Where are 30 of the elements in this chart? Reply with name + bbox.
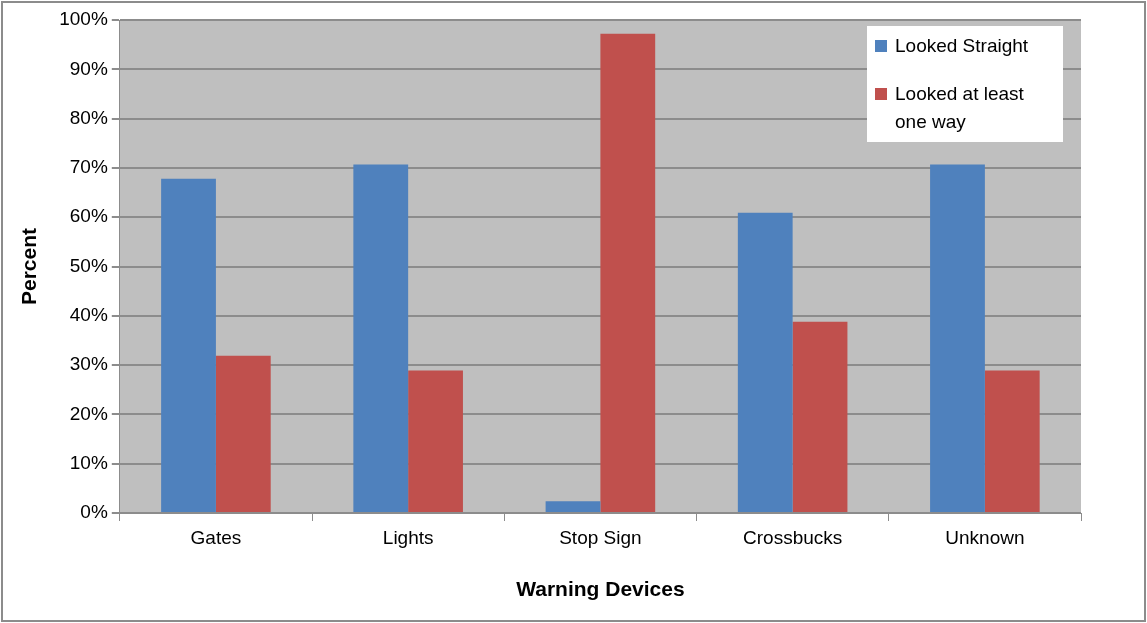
bar	[545, 501, 601, 512]
y-tick-label: 70%	[69, 156, 108, 178]
y-tick-label: 20%	[69, 402, 108, 424]
y-tick-label: 90%	[69, 57, 108, 79]
x-tick-label: Crossbucks	[743, 526, 843, 548]
bar	[984, 370, 1040, 512]
legend-label: Looked Straight	[895, 34, 1029, 58]
y-tick-label: 80%	[69, 106, 108, 128]
bar	[930, 164, 985, 512]
bar	[408, 370, 463, 512]
bar	[737, 212, 793, 512]
x-axis-title: Warning Devices	[516, 577, 685, 601]
bar	[353, 164, 409, 512]
x-tick-label: Unknown	[945, 526, 1025, 548]
x-tick-label: Lights	[382, 526, 434, 548]
legend-label: Looked at least one way	[895, 82, 1025, 134]
y-tick-label: 40%	[69, 304, 108, 326]
bar	[792, 321, 848, 512]
y-tick-label: 0%	[80, 501, 108, 523]
y-tick-label: 50%	[69, 254, 108, 276]
bar	[600, 33, 656, 512]
y-tick-label: 100%	[59, 8, 108, 30]
y-axis-title: Percent	[17, 227, 41, 306]
y-tick-label: 30%	[69, 353, 108, 375]
bar	[161, 178, 216, 512]
y-tick-label: 60%	[69, 205, 108, 227]
x-tick-label: Stop Sign	[559, 526, 642, 548]
bar	[215, 355, 271, 512]
x-tick-label: Gates	[190, 526, 242, 548]
y-tick-label: 10%	[69, 451, 108, 473]
